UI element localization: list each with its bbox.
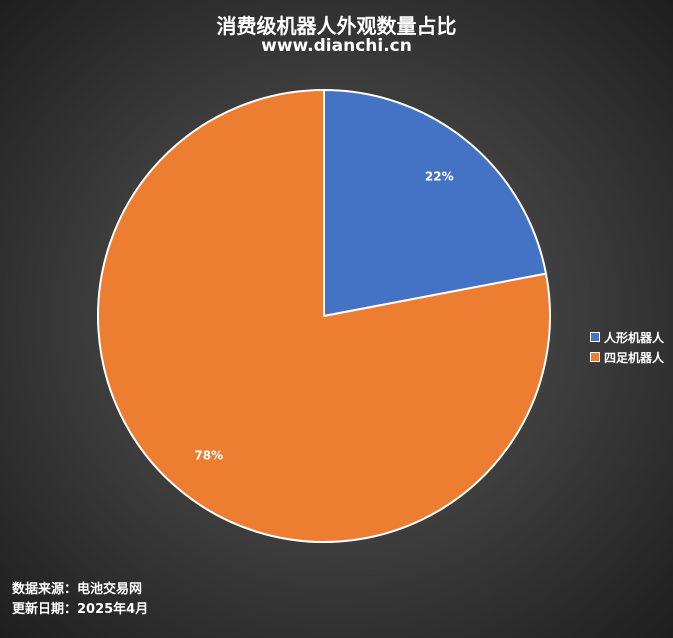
legend-item-quadruped: 四足机器人 — [590, 347, 664, 367]
data-label: 22% — [425, 170, 454, 184]
legend-swatch — [590, 332, 600, 342]
pie-slice-2 — [97, 88, 551, 543]
legend-swatch — [590, 352, 600, 362]
legend-label: 四足机器人 — [604, 350, 665, 365]
chart-subtitle: www.dianchi.cn — [261, 36, 412, 56]
pie-slice-1 — [323, 88, 548, 318]
footer-notes: 数据来源：电池交易网 更新日期：2025年4月 — [12, 580, 148, 620]
legend-label: 人形机器人 — [604, 330, 665, 345]
source-note: 数据来源：电池交易网 — [12, 582, 143, 597]
chart-title: 消费级机器人外观数量占比 — [216, 14, 457, 38]
legend: 人形机器人 四足机器人 — [590, 327, 664, 367]
legend-item-humanoid: 人形机器人 — [590, 327, 664, 347]
data-label: 78% — [194, 448, 223, 462]
update-date: 更新日期：2025年4月 — [12, 602, 149, 617]
